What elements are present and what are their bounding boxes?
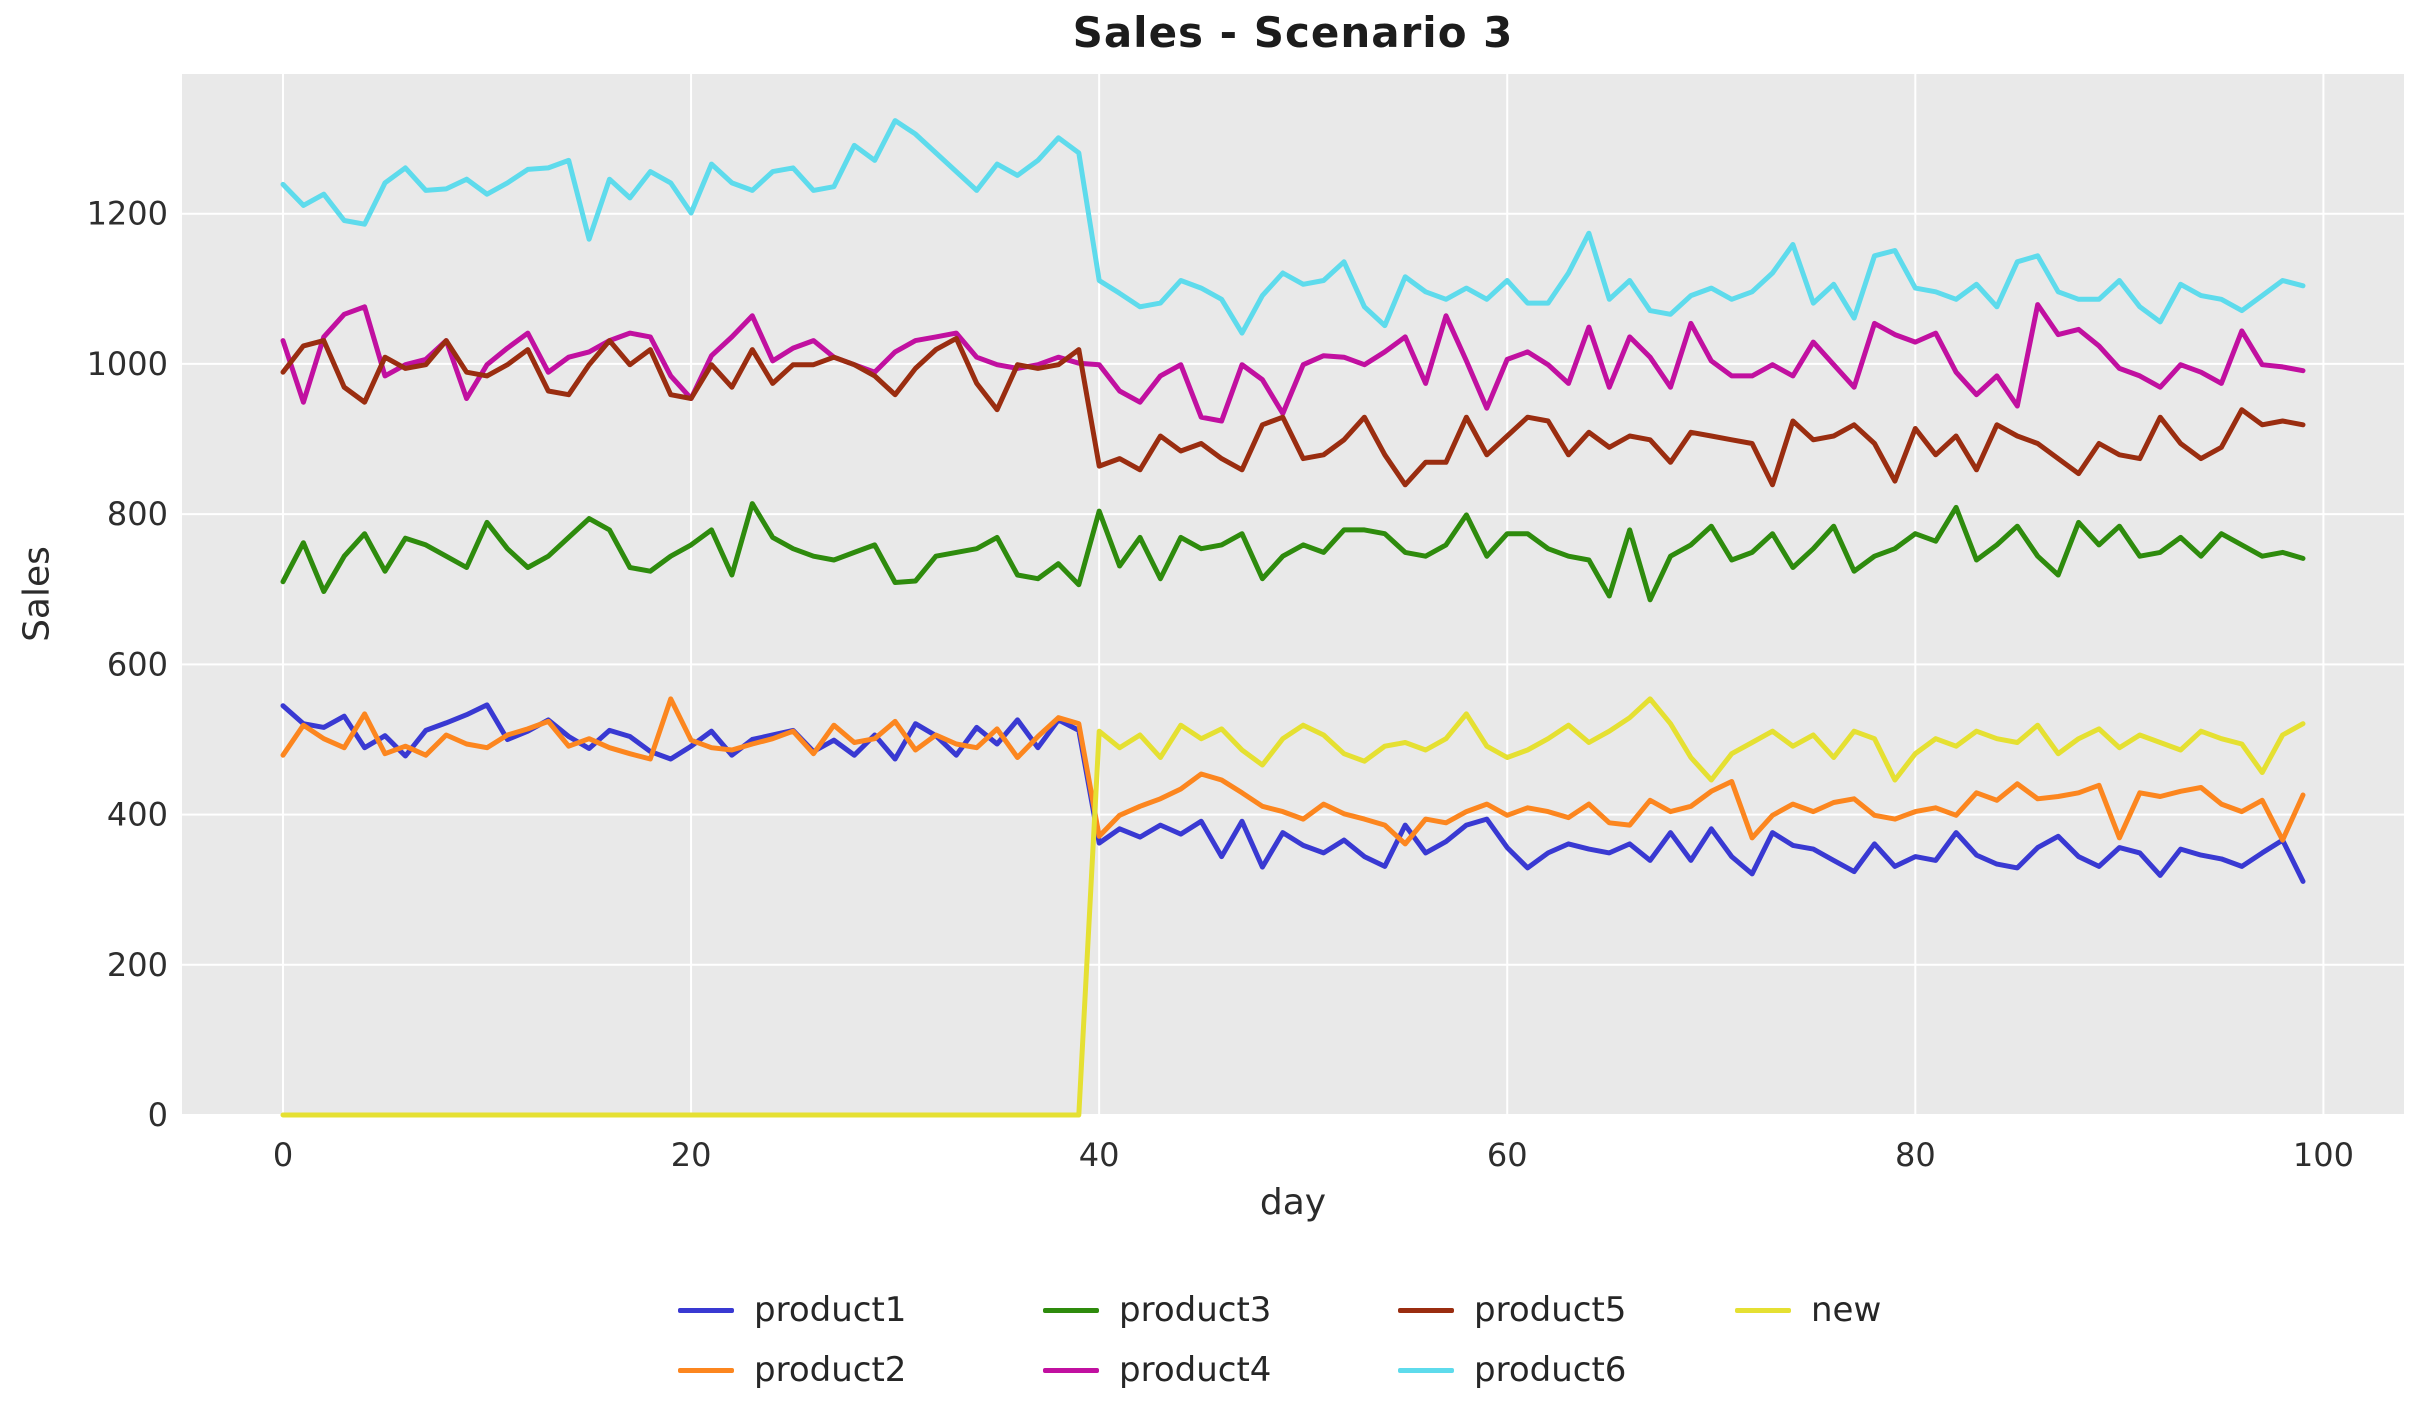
legend-swatch-product2 [678, 1367, 734, 1373]
legend-swatch-product3 [1043, 1307, 1099, 1313]
legend-item-product4: product4 [1043, 1350, 1271, 1390]
legend-swatch-product1 [678, 1307, 734, 1313]
series-line-product6 [280, 118, 2306, 336]
legend-label-product5: product5 [1474, 1290, 1627, 1330]
legend-item-product6: product6 [1398, 1350, 1626, 1390]
legend-item-product5: product5 [1398, 1290, 1626, 1330]
plot-area [182, 74, 2404, 1115]
y-tick-200: 200 [107, 946, 168, 984]
legend-label-product6: product6 [1474, 1350, 1627, 1390]
legend-item-product1: product1 [678, 1290, 906, 1330]
legend-swatch-product5 [1398, 1307, 1454, 1313]
x-tick-20: 20 [671, 1136, 712, 1174]
series-line-new [280, 696, 2306, 1118]
y-tick-400: 400 [107, 796, 168, 834]
legend-label-product4: product4 [1119, 1350, 1272, 1390]
legend-label-new: new [1811, 1290, 1882, 1330]
legend-item-new: new [1735, 1290, 1881, 1330]
y-tick-1000: 1000 [87, 345, 168, 383]
legend-swatch-product6 [1398, 1367, 1454, 1373]
x-tick-40: 40 [1079, 1136, 1120, 1174]
series-line-product1 [280, 702, 2306, 884]
x-tick-100: 100 [2293, 1136, 2354, 1174]
y-tick-1200: 1200 [87, 195, 168, 233]
legend-swatch-new [1735, 1307, 1791, 1313]
x-tick-0: 0 [273, 1136, 293, 1174]
x-tick-60: 60 [1487, 1136, 1528, 1174]
legend-item-product2: product2 [678, 1350, 906, 1390]
gridlines [182, 74, 2404, 1116]
legend-item-product3: product3 [1043, 1290, 1271, 1330]
series-line-product3 [280, 501, 2306, 603]
x-tick-labels: 0 20 40 60 80 100 [273, 1136, 2354, 1174]
chart-title: Sales - Scenario 3 [1072, 8, 1514, 57]
x-tick-80: 80 [1895, 1136, 1936, 1174]
legend-label-product2: product2 [754, 1350, 907, 1390]
series-lines [280, 118, 2306, 1118]
legend-label-product1: product1 [754, 1290, 907, 1330]
series-line-product5 [280, 335, 2306, 488]
x-axis-label: day [1259, 1182, 1327, 1223]
y-tick-labels: 0 200 400 600 800 1000 1200 [87, 195, 168, 1134]
y-tick-800: 800 [107, 495, 168, 533]
series-line-product4 [280, 302, 2306, 424]
y-axis-label: Sales [16, 546, 58, 642]
legend-swatch-product4 [1043, 1367, 1099, 1373]
series-line-product2 [280, 696, 2306, 847]
y-tick-0: 0 [148, 1096, 168, 1134]
y-tick-600: 600 [107, 645, 168, 683]
legend-label-product3: product3 [1119, 1290, 1272, 1330]
